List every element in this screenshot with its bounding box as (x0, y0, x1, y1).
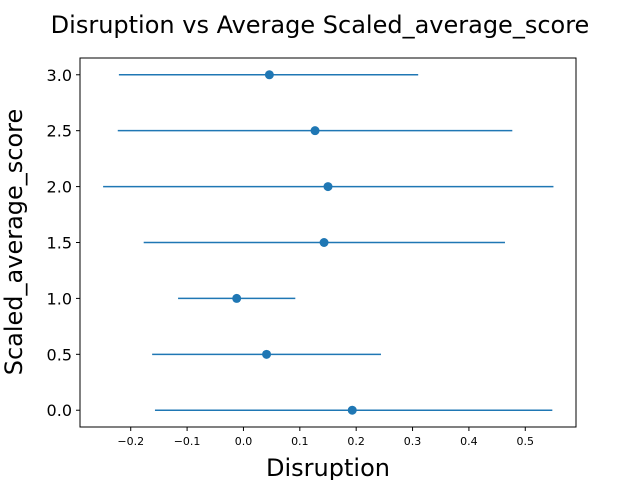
chart-marks (103, 70, 554, 415)
x-tick-label: 0.3 (404, 435, 422, 448)
y-tick-label: 0.0 (47, 401, 72, 420)
data-point-2 (232, 293, 242, 303)
x-tick-label: −0.1 (174, 435, 201, 448)
x-axis-label: Disruption (266, 454, 390, 480)
data-point-0 (347, 405, 357, 415)
y-axis-label: Scaled_average_score (0, 109, 28, 376)
data-point-1 (262, 349, 272, 359)
x-tick-label: 0.2 (347, 435, 365, 448)
x-axis-ticks: −0.2 −0.1 0.0 0.1 0.2 0.3 0.4 0.5 (117, 427, 534, 448)
chart-title: Disruption vs Average Scaled_average_sco… (51, 11, 590, 39)
y-tick-label: 2.5 (47, 122, 72, 141)
x-tick-label: −0.2 (117, 435, 144, 448)
data-point-4 (323, 182, 333, 192)
x-tick-label: 0.1 (291, 435, 309, 448)
data-point-3 (319, 238, 329, 247)
y-tick-label: 1.0 (47, 289, 72, 308)
x-tick-label: 0.0 (235, 435, 253, 448)
y-axis-ticks: 0.0 0.5 1.0 1.5 2.0 2.5 3.0 (47, 66, 80, 420)
y-tick-label: 1.5 (47, 234, 72, 253)
x-tick-label: 0.5 (517, 435, 535, 448)
data-point-5 (310, 126, 320, 136)
y-tick-label: 0.5 (47, 345, 72, 364)
data-point-6 (264, 70, 274, 80)
y-tick-label: 3.0 (47, 66, 72, 85)
x-tick-label: 0.4 (460, 435, 478, 448)
y-tick-label: 2.0 (47, 178, 72, 197)
